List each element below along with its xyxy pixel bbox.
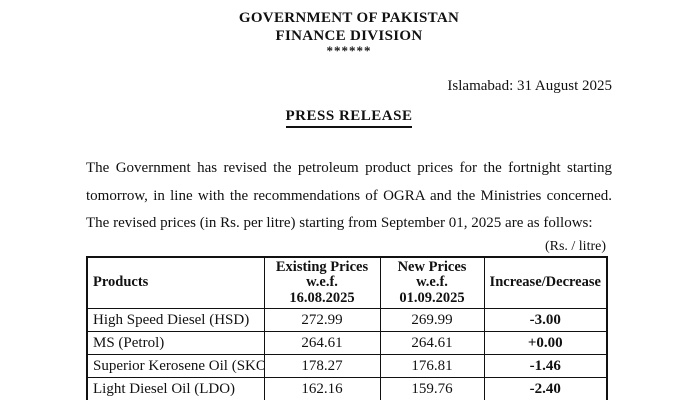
new-price-cell: 269.99	[379, 308, 485, 332]
increase-decrease-cell: -2.40	[483, 377, 608, 400]
new-prices-line-2: w.e.f.	[416, 274, 448, 290]
press-release-heading: PRESS RELEASE	[285, 108, 413, 128]
header-stars-divider: ******	[326, 43, 372, 58]
new-prices-line-1: New Prices	[397, 258, 467, 275]
existing-prices-line-3: 16.08.2025	[289, 289, 355, 306]
existing-price-cell: 162.16	[263, 377, 381, 400]
increase-decrease-cell: -1.46	[483, 354, 608, 378]
column-header-increase-decrease: Increase/Decrease	[483, 256, 608, 309]
existing-price-cell: 178.27	[263, 354, 381, 378]
unit-note: (Rs. / litre)	[544, 238, 606, 254]
existing-price-cell: 264.61	[263, 331, 381, 355]
table-row: Light Diesel Oil (LDO) 162.16 159.76 -2.…	[86, 377, 608, 400]
new-price-cell: 176.81	[379, 354, 485, 378]
body-paragraph: The Government has revised the petroleum…	[86, 160, 612, 231]
column-header-new-prices: New Prices w.e.f. 01.09.2025	[379, 256, 485, 309]
increase-decrease-cell: -3.00	[483, 308, 608, 332]
product-name-cell: MS (Petrol)	[86, 331, 265, 355]
dateline: Islamabad: 31 August 2025	[447, 78, 612, 94]
price-table-body: High Speed Diesel (HSD) 272.99 269.99 -3…	[86, 308, 608, 400]
press-release-heading-wrap: PRESS RELEASE	[86, 107, 612, 128]
column-header-existing-prices: Existing Prices w.e.f. 16.08.2025	[263, 256, 381, 309]
document-content: GOVERNMENT OF PAKISTAN FINANCE DIVISION …	[86, 9, 612, 400]
table-row: MS (Petrol) 264.61 264.61 +0.00	[86, 331, 608, 355]
price-table-header-row: Products Existing Prices w.e.f. 16.08.20…	[86, 256, 608, 309]
existing-prices-line-2: w.e.f.	[306, 274, 338, 290]
price-table: Products Existing Prices w.e.f. 16.08.20…	[86, 255, 608, 400]
document-header: GOVERNMENT OF PAKISTAN FINANCE DIVISION …	[86, 9, 612, 57]
product-name-cell: Light Diesel Oil (LDO)	[86, 377, 265, 400]
existing-prices-line-1: Existing Prices	[275, 258, 369, 275]
existing-price-cell: 272.99	[263, 308, 381, 332]
column-header-products: Products	[86, 256, 265, 309]
title-line-1: GOVERNMENT OF PAKISTAN	[238, 10, 460, 26]
table-row: High Speed Diesel (HSD) 272.99 269.99 -3…	[86, 308, 608, 332]
product-name-cell: Superior Kerosene Oil (SKO)	[86, 354, 265, 378]
new-price-cell: 264.61	[379, 331, 485, 355]
new-price-cell: 159.76	[379, 377, 485, 400]
new-prices-line-3: 01.09.2025	[399, 289, 465, 306]
product-name-cell: High Speed Diesel (HSD)	[86, 308, 265, 332]
title-line-2: FINANCE DIVISION	[275, 28, 423, 44]
increase-decrease-cell: +0.00	[483, 331, 608, 355]
table-row: Superior Kerosene Oil (SKO) 178.27 176.8…	[86, 354, 608, 378]
price-table-head: Products Existing Prices w.e.f. 16.08.20…	[86, 256, 608, 309]
